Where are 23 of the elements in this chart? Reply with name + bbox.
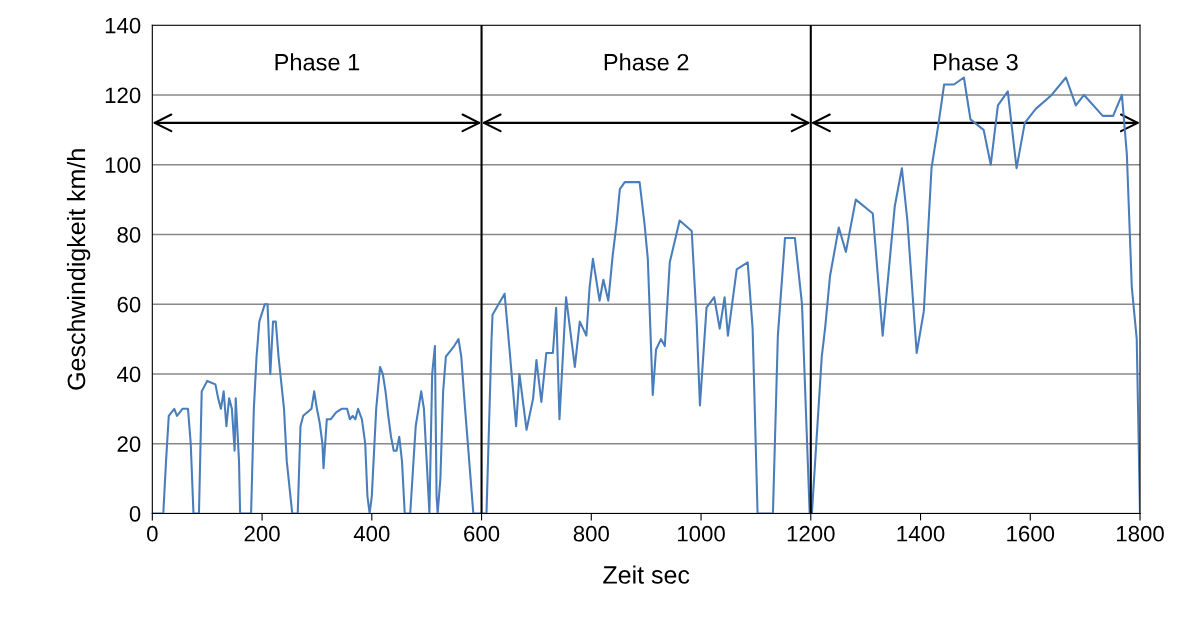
annotation: Phase 2 [604, 53, 689, 71]
y-tick-label: 140 [105, 17, 141, 34]
x-tick-label: 400 [353, 525, 390, 542]
x-tick-label: 1200 [787, 525, 835, 542]
y-axis-title: Geschwindigkeit km/h [66, 149, 91, 390]
x-tick-label: 0 [147, 525, 158, 542]
y-tick-label: 20 [117, 436, 141, 452]
annotation: Phase 1 [275, 53, 360, 71]
x-tick-label: 600 [464, 525, 500, 542]
y-tick-label: 0 [129, 505, 141, 522]
x-axis-title: Zeit sec [603, 565, 690, 584]
x-tick-label: 1000 [678, 525, 725, 542]
x-tick-label: 200 [244, 525, 280, 542]
y-tick-label: 60 [117, 296, 141, 313]
x-tick-label: 1400 [897, 525, 945, 542]
y-tick-label: 80 [117, 226, 141, 243]
x-tick-label: 1800 [1117, 525, 1164, 542]
y-tick-label: 40 [117, 366, 141, 383]
y-tick-label: 100 [105, 157, 141, 173]
annotation: Phase 3 [934, 53, 1018, 71]
y-tick-label: 120 [105, 87, 141, 104]
x-tick-label: 800 [573, 525, 609, 542]
x-tick-label: 1600 [1007, 525, 1055, 542]
